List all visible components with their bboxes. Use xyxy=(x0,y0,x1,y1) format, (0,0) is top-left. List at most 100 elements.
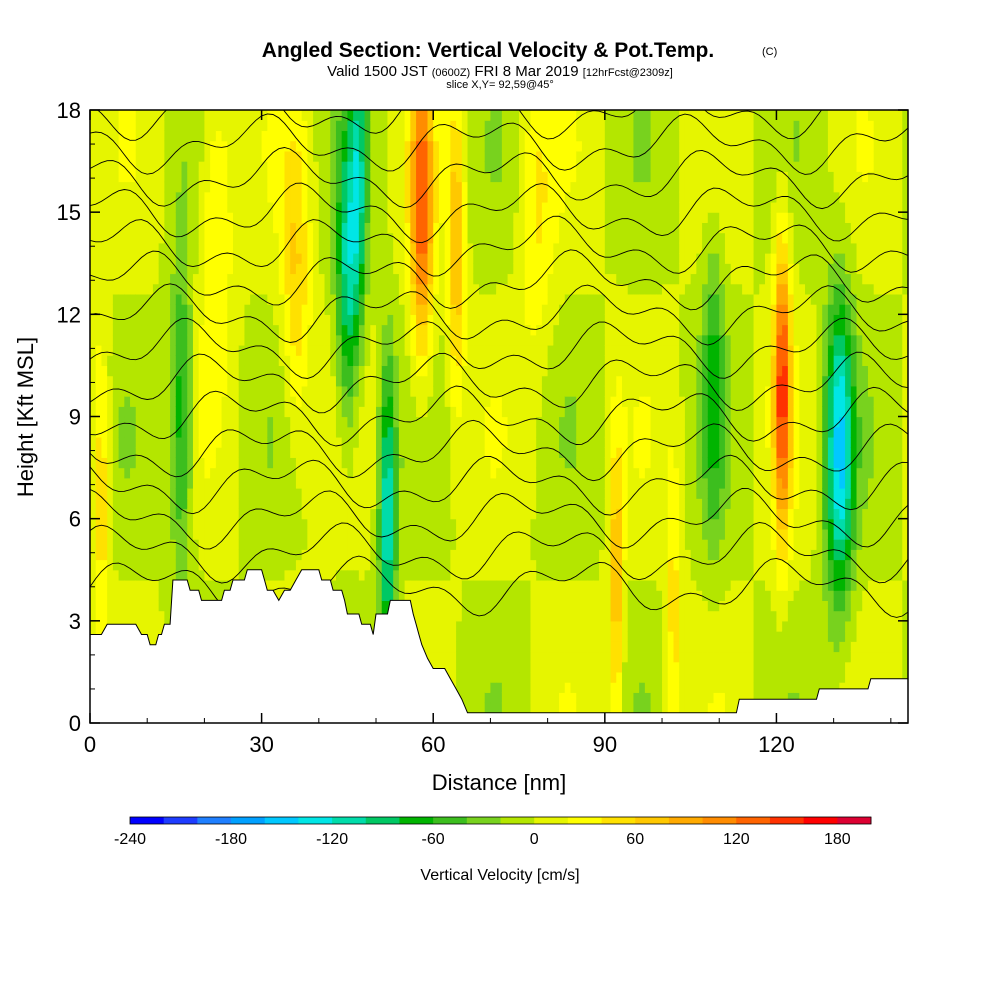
velocity-cell xyxy=(95,283,103,295)
velocity-cell xyxy=(261,181,268,193)
velocity-cell xyxy=(313,385,320,397)
velocity-cell xyxy=(147,498,154,510)
velocity-cell xyxy=(318,385,326,397)
velocity-cell xyxy=(553,120,560,132)
velocity-cell xyxy=(501,477,509,489)
velocity-cell xyxy=(404,242,411,254)
velocity-cell xyxy=(301,355,308,367)
velocity-cell xyxy=(370,324,377,336)
velocity-cell xyxy=(553,549,560,561)
velocity-cell xyxy=(295,324,303,336)
velocity-cell xyxy=(519,375,526,387)
velocity-cell xyxy=(524,426,532,438)
velocity-cell xyxy=(387,171,394,183)
velocity-cell xyxy=(278,161,286,172)
velocity-cell xyxy=(524,579,532,591)
velocity-cell xyxy=(467,436,474,448)
velocity-cell xyxy=(541,426,549,438)
velocity-cell xyxy=(541,334,549,346)
velocity-cell xyxy=(513,447,520,458)
velocity-cell xyxy=(496,406,503,418)
velocity-cell xyxy=(278,171,286,183)
velocity-cell xyxy=(536,232,543,244)
velocity-cell xyxy=(524,263,532,275)
velocity-cell xyxy=(95,212,103,223)
velocity-cell xyxy=(553,334,560,346)
velocity-cell xyxy=(358,416,366,428)
velocity-cell xyxy=(112,508,120,520)
velocity-cell xyxy=(124,140,131,152)
velocity-cell xyxy=(135,600,143,612)
velocity-cell xyxy=(553,130,560,142)
velocity-cell xyxy=(141,283,148,295)
velocity-cell xyxy=(370,253,377,264)
velocity-cell xyxy=(255,273,263,285)
velocity-cell xyxy=(335,130,343,142)
velocity-cell xyxy=(536,191,543,203)
velocity-cell xyxy=(530,661,537,673)
velocity-cell xyxy=(158,528,165,540)
velocity-cell xyxy=(238,150,246,162)
velocity-cell xyxy=(261,355,268,367)
velocity-cell xyxy=(358,212,366,223)
velocity-cell xyxy=(324,253,331,264)
velocity-cell xyxy=(221,212,228,223)
velocity-cell xyxy=(210,273,217,285)
velocity-cell xyxy=(496,559,503,571)
velocity-cell xyxy=(295,508,303,520)
velocity-cell xyxy=(175,110,183,121)
velocity-cell xyxy=(307,222,314,234)
velocity-cell xyxy=(273,140,280,152)
velocity-cell xyxy=(295,293,303,305)
velocity-cell xyxy=(330,416,337,428)
velocity-cell xyxy=(170,181,177,193)
velocity-cell xyxy=(376,385,383,397)
velocity-cell xyxy=(496,334,503,346)
velocity-cell xyxy=(267,232,274,244)
velocity-cell xyxy=(347,365,354,377)
velocity-cell xyxy=(227,263,234,275)
velocity-cell xyxy=(221,324,228,336)
velocity-cell xyxy=(519,426,526,438)
velocity-cell xyxy=(353,518,360,530)
velocity-cell xyxy=(210,314,217,326)
velocity-cell xyxy=(221,150,228,162)
velocity-cell xyxy=(273,191,280,203)
velocity-cell xyxy=(118,477,125,489)
velocity-cell xyxy=(490,671,497,683)
velocity-cell xyxy=(250,457,257,469)
velocity-cell xyxy=(444,293,451,305)
velocity-cell xyxy=(507,518,514,530)
velocity-cell xyxy=(416,457,423,469)
velocity-cell xyxy=(416,365,423,377)
velocity-cell xyxy=(478,416,486,428)
velocity-cell xyxy=(135,314,143,326)
velocity-cell xyxy=(421,406,429,418)
velocity-cell xyxy=(410,130,417,142)
velocity-cell xyxy=(433,600,440,612)
velocity-cell xyxy=(261,569,268,581)
velocity-cell xyxy=(564,702,572,714)
velocity-cell xyxy=(204,559,211,571)
velocity-cell xyxy=(507,600,514,612)
velocity-cell xyxy=(547,569,554,581)
velocity-cell xyxy=(393,528,400,540)
velocity-cell xyxy=(438,488,446,499)
velocity-cell xyxy=(273,212,280,223)
velocity-cell xyxy=(467,273,474,285)
velocity-cell xyxy=(112,436,120,448)
velocity-cell xyxy=(387,150,394,162)
velocity-cell xyxy=(478,334,486,346)
velocity-cell xyxy=(112,590,120,601)
velocity-cell xyxy=(198,406,206,418)
velocity-cell xyxy=(181,436,188,448)
velocity-cell xyxy=(221,242,228,254)
velocity-cell xyxy=(147,559,154,571)
velocity-cell xyxy=(421,477,429,489)
velocity-cell xyxy=(467,365,474,377)
velocity-cell xyxy=(547,324,554,336)
velocity-cell xyxy=(364,150,371,162)
velocity-cell xyxy=(170,436,177,448)
velocity-cell xyxy=(353,600,360,612)
velocity-cell xyxy=(233,344,240,356)
